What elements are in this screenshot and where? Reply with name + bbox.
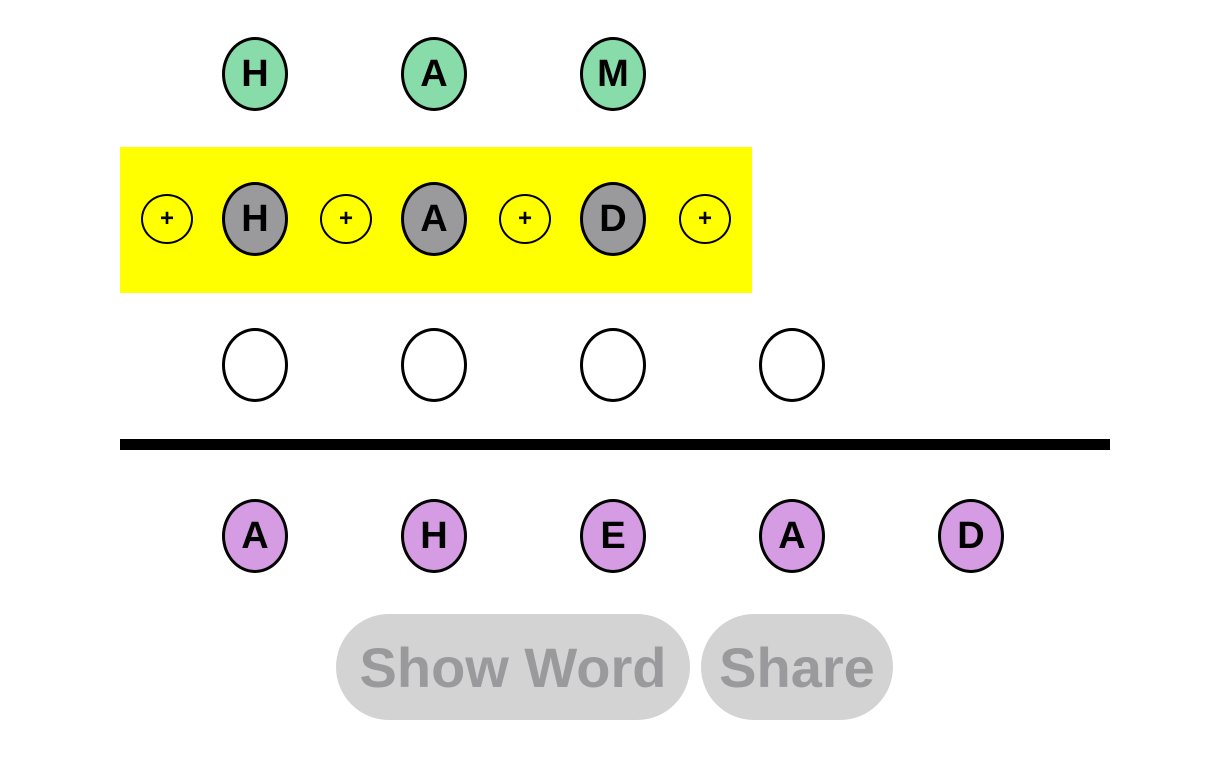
insert-letter-button[interactable]: + — [320, 194, 372, 244]
insert-letter-button[interactable]: + — [499, 194, 551, 244]
insert-letter-button[interactable]: + — [141, 194, 193, 244]
target-letter-tile: H — [222, 37, 288, 111]
current-letter-tile[interactable]: D — [580, 182, 646, 256]
show-word-button[interactable]: Show Word — [336, 614, 690, 720]
pool-letter-tile[interactable]: D — [938, 499, 1004, 573]
pool-letter-tile[interactable]: E — [580, 499, 646, 573]
empty-letter-slot[interactable] — [759, 328, 825, 402]
empty-letter-slot[interactable] — [222, 328, 288, 402]
letter-pool-row: A H E A D — [0, 499, 1206, 573]
current-letter-tile[interactable]: H — [222, 182, 288, 256]
empty-letter-slot[interactable] — [580, 328, 646, 402]
pool-letter-tile[interactable]: H — [401, 499, 467, 573]
divider — [120, 439, 1110, 450]
current-word-row: + H + A + D + — [0, 182, 1206, 256]
target-letter-tile: M — [580, 37, 646, 111]
empty-letter-slot[interactable] — [401, 328, 467, 402]
pool-letter-tile[interactable]: A — [759, 499, 825, 573]
target-letter-tile: A — [401, 37, 467, 111]
insert-letter-button[interactable]: + — [679, 194, 731, 244]
target-word-row: H A M — [0, 37, 1206, 111]
pool-letter-tile[interactable]: A — [222, 499, 288, 573]
share-button[interactable]: Share — [701, 614, 893, 720]
current-letter-tile[interactable]: A — [401, 182, 467, 256]
next-word-row — [0, 328, 1206, 402]
